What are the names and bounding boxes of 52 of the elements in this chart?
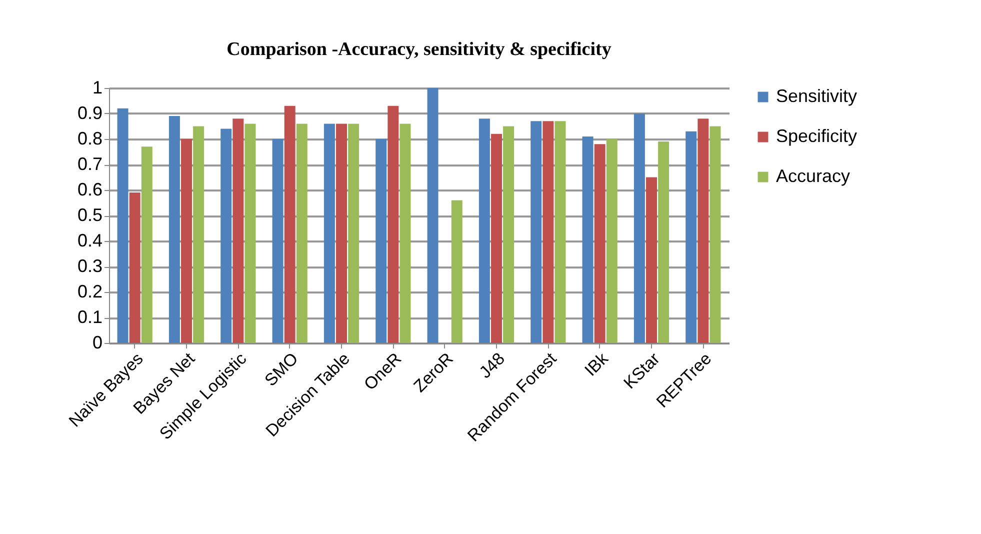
bar xyxy=(634,114,645,343)
legend-label: Specificity xyxy=(776,126,858,146)
bar xyxy=(658,142,670,343)
bar xyxy=(451,200,462,343)
bar xyxy=(530,121,542,343)
bar xyxy=(348,124,360,343)
y-tick-label: 0.6 xyxy=(77,180,102,200)
bar xyxy=(427,88,438,343)
bar xyxy=(181,139,192,343)
y-tick-label: 1 xyxy=(92,78,102,98)
bar xyxy=(193,126,204,343)
bar xyxy=(646,177,657,343)
y-tick-label: 0.3 xyxy=(77,256,102,276)
bar xyxy=(244,124,256,343)
legend-label: Accuracy xyxy=(776,166,850,186)
bar xyxy=(710,126,721,343)
bar xyxy=(400,124,411,343)
bar xyxy=(388,106,399,343)
y-tick-label: 0.8 xyxy=(77,128,102,148)
bar xyxy=(594,144,606,343)
bar xyxy=(232,118,244,343)
y-tick-label: 0.1 xyxy=(77,307,102,327)
bar xyxy=(554,121,566,343)
bar xyxy=(606,139,618,343)
y-tick-label: 0 xyxy=(92,332,102,352)
x-tick-label: IBk xyxy=(581,348,612,380)
bar xyxy=(686,131,697,343)
bar xyxy=(542,121,554,343)
bar xyxy=(503,126,514,343)
bar xyxy=(376,139,387,343)
bar xyxy=(141,146,152,343)
x-tick-label: J48 xyxy=(476,349,509,382)
y-tick-label: 0.7 xyxy=(77,154,102,174)
y-tick-label: 0.2 xyxy=(77,282,102,302)
bar xyxy=(168,116,180,343)
bar xyxy=(296,124,308,343)
bar xyxy=(324,124,335,343)
bar xyxy=(129,192,140,343)
bar xyxy=(272,139,284,343)
bar xyxy=(284,106,296,343)
y-tick-label: 0.5 xyxy=(77,205,102,225)
y-tick-label: 0.9 xyxy=(77,103,102,123)
bar xyxy=(582,136,594,343)
y-tick-label: 0.4 xyxy=(77,230,102,250)
chart-title: Comparison -Accuracy, sensitivity & specificity xyxy=(226,39,612,60)
bar xyxy=(491,134,502,343)
bar xyxy=(698,118,709,343)
legend-label: Sensitivity xyxy=(776,86,858,106)
bar xyxy=(220,128,232,343)
bar xyxy=(336,124,347,343)
bar xyxy=(117,108,128,343)
bar xyxy=(478,118,490,343)
